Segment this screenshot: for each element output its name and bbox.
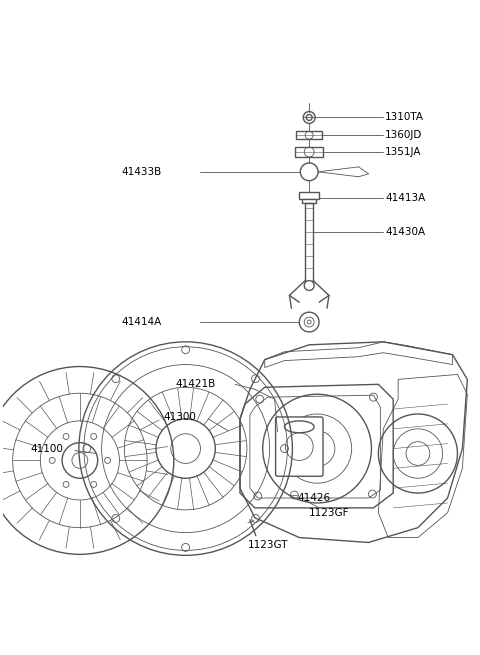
FancyBboxPatch shape <box>300 192 319 198</box>
Text: 1310TA: 1310TA <box>385 113 424 122</box>
Text: 1123GT: 1123GT <box>248 540 288 550</box>
Text: 41414A: 41414A <box>121 317 162 327</box>
Text: 41300: 41300 <box>164 412 197 422</box>
Text: 41100: 41100 <box>30 443 63 453</box>
Text: 1351JA: 1351JA <box>385 147 422 157</box>
Text: 41430A: 41430A <box>385 227 425 237</box>
Text: 1360JD: 1360JD <box>385 130 423 140</box>
Text: 41433B: 41433B <box>121 167 162 177</box>
Text: 41421B: 41421B <box>176 379 216 389</box>
FancyBboxPatch shape <box>276 417 323 476</box>
Text: 1123GF: 1123GF <box>309 508 350 518</box>
Text: 41413A: 41413A <box>385 193 426 202</box>
Text: 41426: 41426 <box>297 493 330 503</box>
FancyBboxPatch shape <box>295 147 323 157</box>
FancyBboxPatch shape <box>296 131 322 140</box>
FancyBboxPatch shape <box>302 198 316 204</box>
